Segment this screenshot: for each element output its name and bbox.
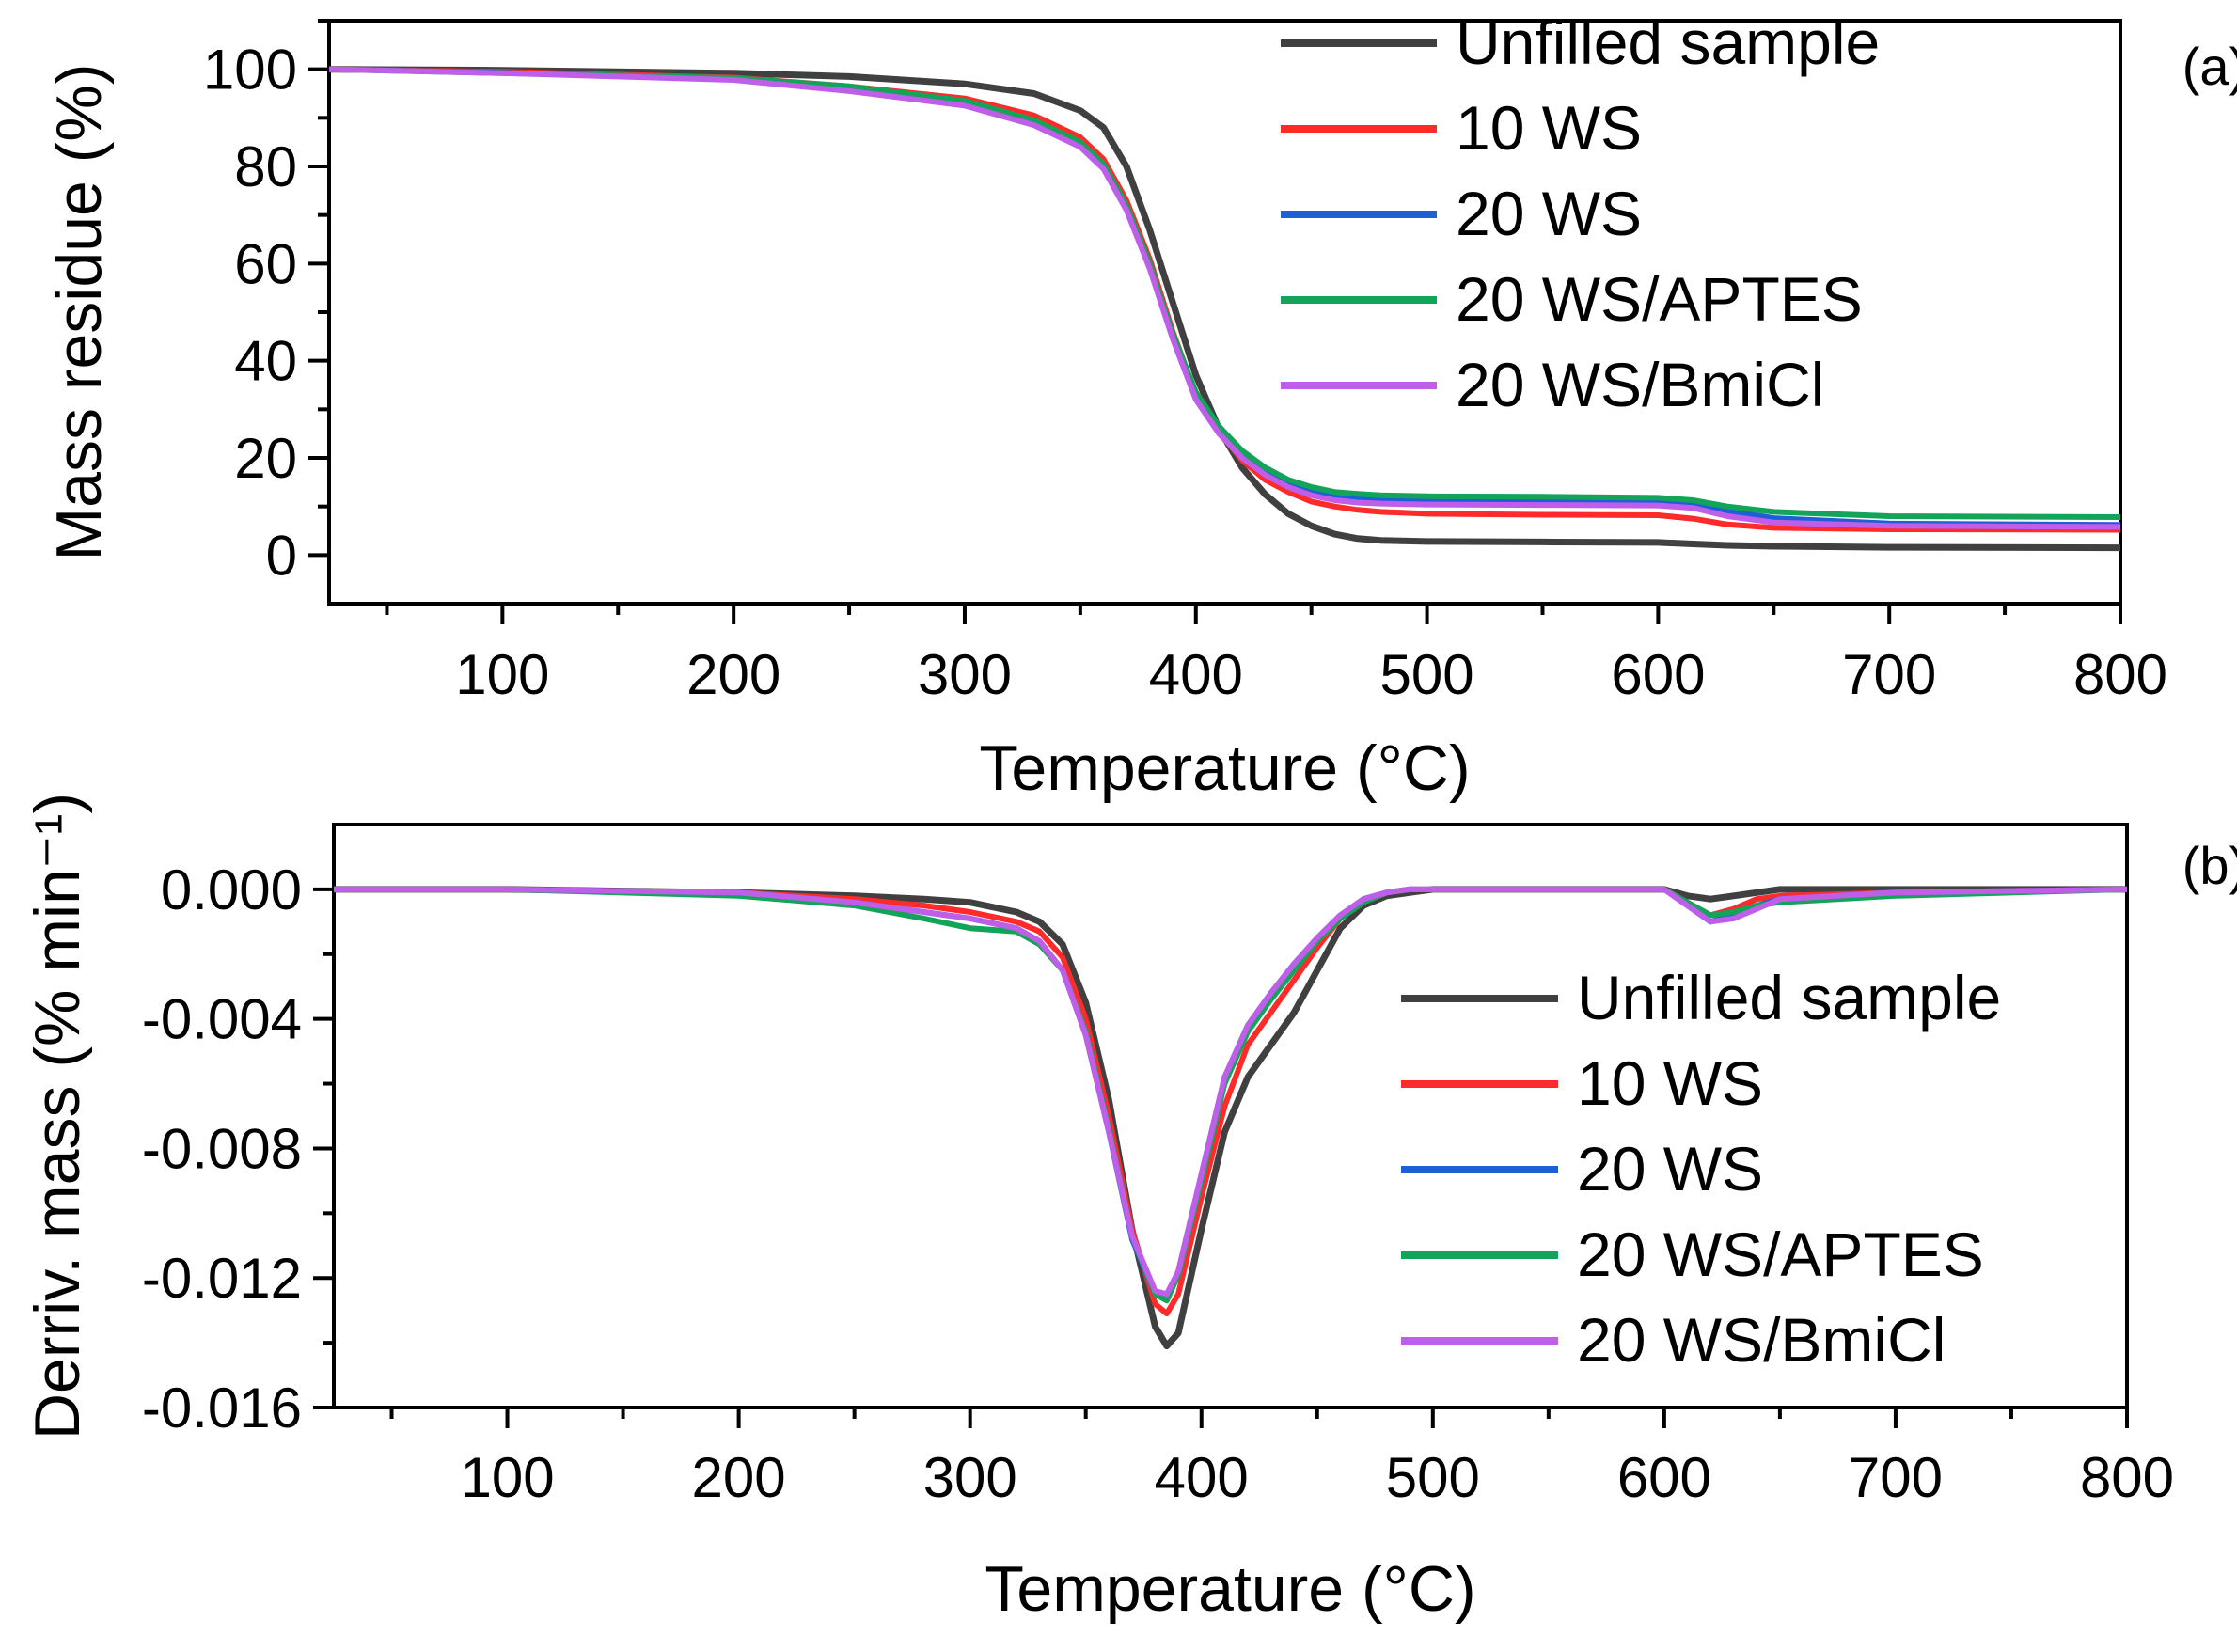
x-tick-label: 400	[1155, 1446, 1249, 1509]
panel-a-mass-residue-chart: 100 200 300 400 500 600 700 800 0 20 40 60 80 100 Temp…	[43, 8, 2237, 804]
legend-label: 10 WS	[1456, 93, 1642, 163]
legend: Unfilled sample 10 WS 20 WS 20 WS/APTES 20 W…	[1401, 963, 2001, 1375]
y-tick-label: 100	[203, 39, 297, 102]
x-tick-label: 600	[1617, 1446, 1711, 1509]
y-tick-label: -0.008	[142, 1117, 302, 1180]
x-tick-label: 200	[692, 1446, 786, 1509]
x-tick-label: 500	[1380, 643, 1474, 706]
y-tick-label: 80	[234, 135, 297, 198]
y-tick-label: 60	[234, 232, 297, 295]
x-tick-label: 800	[2080, 1446, 2174, 1509]
x-tick-label: 700	[1842, 643, 1936, 706]
panel-label: (a)	[2182, 37, 2237, 96]
x-tick-label: 300	[918, 643, 1012, 706]
x-axis-title: Temperature (°C)	[985, 1553, 1475, 1625]
x-tick-label: 400	[1149, 643, 1243, 706]
series-line-20-ws-aptes	[329, 66, 2120, 520]
x-axis-title: Temperature (°C)	[979, 732, 1470, 804]
panel-b-derivative-mass-chart: 100 200 300 400 500 600 700 800 0.000 -0.004 -0.00…	[22, 793, 2237, 1625]
y-tick-label: -0.016	[142, 1377, 302, 1440]
legend-label: Unfilled sample	[1577, 963, 2001, 1032]
y-tick-label: -0.012	[142, 1247, 302, 1310]
series-line-10-ws	[329, 66, 2120, 533]
series-group	[334, 886, 2127, 1350]
y-axis-title: Mass residue (%)	[43, 63, 115, 560]
y-tick-label: 0.000	[161, 858, 302, 921]
legend-label: 20 WS/BmiCl	[1456, 350, 1824, 419]
series-line-unfilled-sample	[329, 66, 2120, 552]
y-tick-label: 20	[234, 427, 297, 490]
x-tick-label: 500	[1386, 1446, 1480, 1509]
y-axis-title: Derriv. mass (% min⁻¹)	[22, 793, 93, 1440]
series-group	[329, 66, 2120, 552]
x-tick-label: 100	[460, 1446, 554, 1509]
series-line-20-ws-bmicl	[334, 886, 2127, 1298]
panel-label: (b)	[2182, 836, 2237, 895]
x-tick-label: 700	[1849, 1446, 1943, 1509]
series-line-unfilled-sample	[334, 886, 2127, 1350]
y-tick-label: 40	[234, 330, 297, 393]
legend-label: 10 WS	[1577, 1048, 1763, 1118]
legend: Unfilled sample 10 WS 20 WS 20 WS/APTES 20 W…	[1281, 8, 1880, 419]
y-tick-label: -0.004	[142, 988, 302, 1051]
x-tick-label: 200	[686, 643, 780, 706]
plot-frame	[332, 823, 2129, 1409]
legend-label: 20 WS	[1456, 179, 1642, 248]
x-tick-label: 800	[2073, 643, 2167, 706]
series-line-20-ws-bmicl	[329, 66, 2120, 530]
legend-label: 20 WS	[1577, 1134, 1763, 1204]
x-tick-label: 600	[1611, 643, 1705, 706]
legend-label: Unfilled sample	[1456, 8, 1880, 77]
legend-label: 20 WS/BmiCl	[1577, 1305, 1946, 1375]
y-tick-label: 0	[266, 524, 297, 587]
x-tick-label: 100	[455, 643, 549, 706]
legend-label: 20 WS/APTES	[1577, 1219, 1984, 1289]
legend-label: 20 WS/APTES	[1456, 264, 1863, 334]
x-tick-label: 300	[923, 1446, 1017, 1509]
